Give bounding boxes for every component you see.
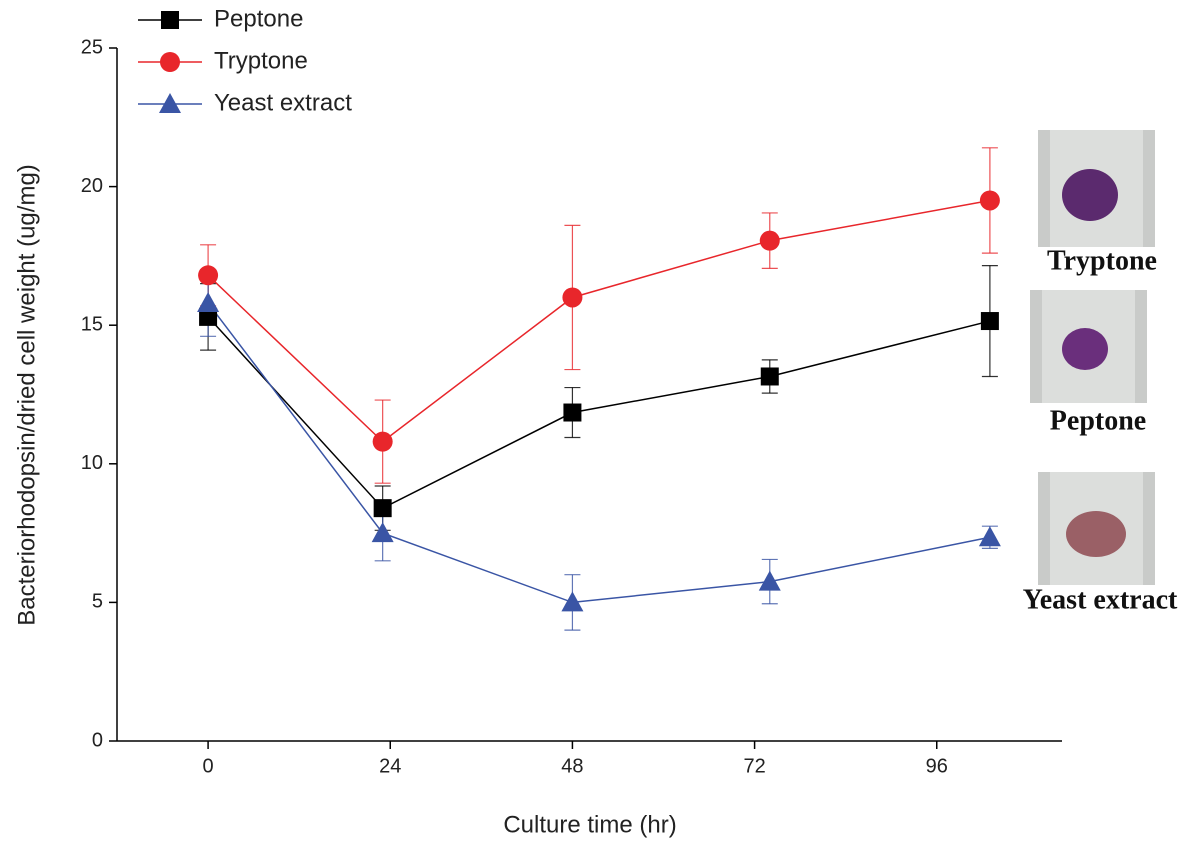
photo-peptone: [1030, 290, 1147, 403]
series-line: [207, 302, 991, 604]
photo-label: Peptone: [1050, 405, 1146, 436]
marker: [197, 292, 220, 313]
legend-label: Peptone: [214, 5, 303, 32]
series-line: [207, 199, 991, 443]
x-tick-label: 0: [203, 755, 214, 777]
x-tick-label: 72: [743, 755, 765, 777]
marker: [978, 526, 1001, 547]
y-tick-label: 5: [92, 591, 103, 613]
legend-label: Tryptone: [214, 47, 308, 74]
y-tick-label: 20: [81, 175, 103, 197]
marker: [372, 431, 393, 452]
legend-label: Yeast extract: [214, 89, 352, 116]
photo-yeast-extract: [1038, 472, 1155, 585]
marker: [760, 367, 779, 386]
y-tick-label: 25: [81, 36, 103, 58]
photo-tryptone: [1038, 130, 1155, 247]
marker: [561, 591, 584, 612]
marker: [759, 230, 780, 251]
legend-marker: [161, 11, 179, 29]
x-tick-label: 96: [926, 755, 948, 777]
y-axis-title: Bacteriorhodopsin/dried cell weight (ug/…: [13, 164, 40, 626]
x-tick-label: 48: [561, 755, 583, 777]
marker: [198, 265, 219, 286]
marker: [373, 499, 392, 518]
marker: [371, 522, 394, 543]
marker: [199, 307, 218, 326]
x-tick-label: 24: [379, 755, 401, 777]
legend-marker: [160, 52, 180, 72]
y-tick-label: 0: [92, 729, 103, 751]
x-axis-title: Culture time (hr): [503, 811, 676, 838]
marker: [563, 403, 582, 422]
marker: [979, 190, 1000, 211]
series-line: [207, 316, 991, 510]
marker: [980, 312, 999, 331]
legend-marker: [159, 93, 181, 113]
y-tick-label: 15: [81, 313, 103, 335]
marker: [758, 570, 781, 591]
y-tick-label: 10: [81, 452, 103, 474]
photo-label: Tryptone: [1047, 245, 1157, 276]
photo-label: Yeast extract: [1023, 584, 1178, 615]
marker: [562, 287, 583, 308]
